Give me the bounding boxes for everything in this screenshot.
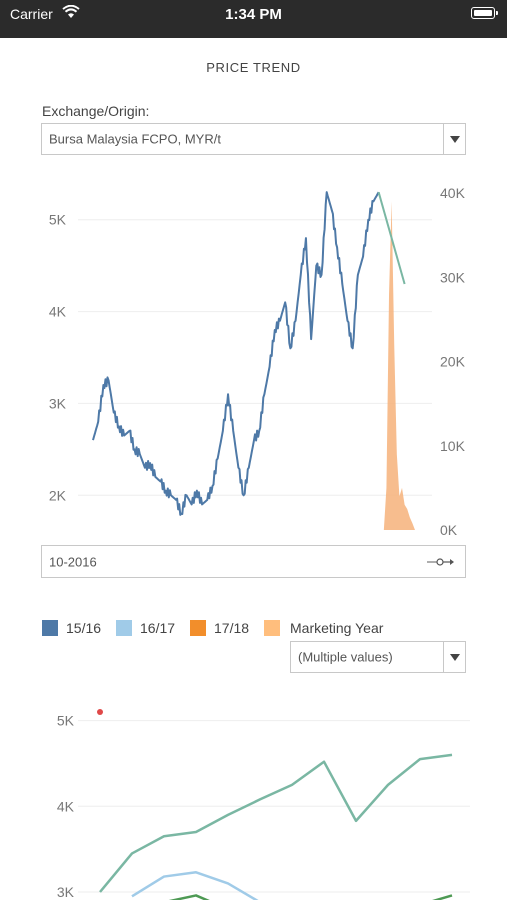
chevron-down-icon[interactable] — [443, 124, 465, 154]
area-series — [383, 201, 415, 531]
legend-label: 16/17 — [140, 620, 176, 636]
line-series — [432, 894, 453, 900]
clock: 1:34 PM — [225, 6, 282, 23]
y2-tick-label: 40K — [440, 185, 466, 201]
y2-tick-label: 10K — [440, 438, 466, 454]
chevron-down-icon[interactable] — [443, 642, 465, 672]
marketing-year-chart: 5K 4K 3K — [57, 709, 470, 900]
line-series — [168, 894, 210, 900]
page-title: PRICE TREND — [206, 60, 301, 75]
y-tick-label: 5K — [57, 713, 75, 729]
y2-tick-label: 0K — [440, 522, 458, 535]
date-range-value: 10-2016 — [49, 554, 97, 569]
y-tick-label: 4K — [49, 304, 67, 320]
marketing-year-select-value: (Multiple values) — [298, 649, 393, 665]
line-series — [131, 871, 259, 900]
status-bar: Carrier 1:34 PM — [0, 0, 507, 38]
y-tick-label: 3K — [49, 395, 67, 411]
marketing-year-select[interactable]: (Multiple values) — [290, 641, 466, 673]
y-tick-label: 2K — [49, 487, 67, 503]
legend-label: 17/18 — [214, 620, 250, 636]
legend-swatch — [264, 620, 280, 636]
y-tick-label: 5K — [49, 212, 67, 228]
y2-tick-label: 30K — [440, 269, 466, 285]
line-series — [377, 191, 406, 285]
legend-label: 15/16 — [66, 620, 102, 636]
slider-icon[interactable] — [427, 556, 455, 571]
legend-swatch — [116, 620, 132, 636]
y-tick-label: 4K — [57, 798, 75, 814]
y-tick-label: 3K — [57, 884, 75, 900]
legend-swatch — [42, 620, 58, 636]
exchange-select[interactable]: Bursa Malaysia FCPO, MYR/t — [41, 123, 466, 155]
date-range-filter[interactable]: 10-2016 — [41, 545, 466, 578]
line-series — [99, 753, 453, 893]
price-trend-chart: 5K 4K 3K 2K 40K 30K 20K 10K 0K — [49, 185, 466, 535]
battery-icon — [471, 7, 498, 19]
exchange-select-value: Bursa Malaysia FCPO, MYR/t — [49, 131, 221, 147]
line-series — [92, 191, 380, 516]
wifi-icon — [62, 4, 80, 24]
legend-swatch — [190, 620, 206, 636]
carrier-label: Carrier — [10, 6, 53, 22]
data-point — [97, 709, 103, 715]
exchange-label: Exchange/Origin: — [42, 103, 150, 119]
legend-title: Marketing Year — [290, 620, 384, 636]
y2-tick-label: 20K — [440, 354, 466, 370]
